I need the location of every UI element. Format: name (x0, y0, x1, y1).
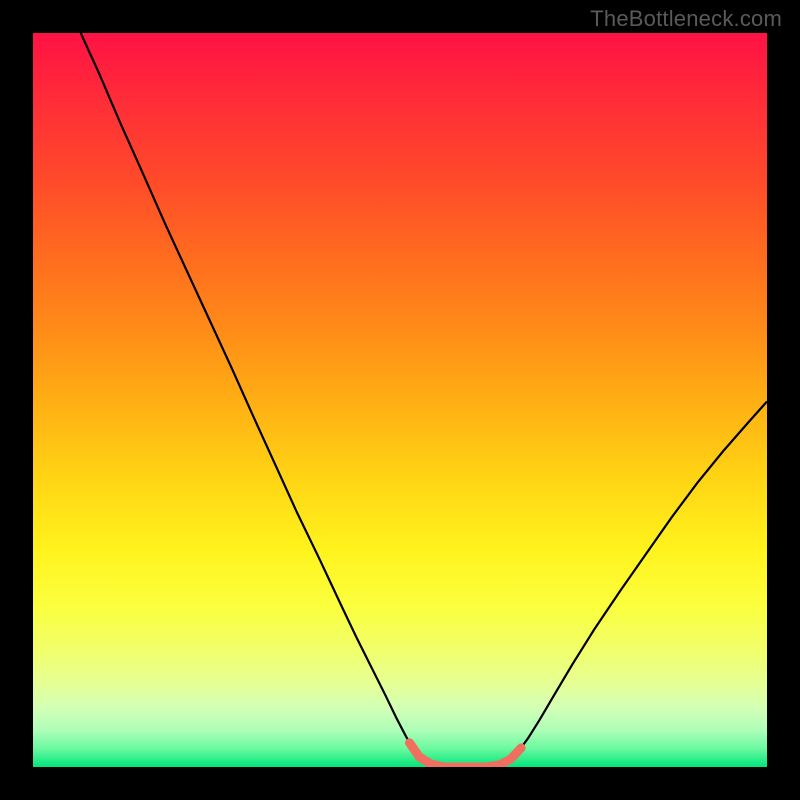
gradient-background (33, 33, 767, 767)
bottleneck-chart (0, 0, 800, 800)
watermark-text: TheBottleneck.com (590, 6, 782, 32)
chart-container: TheBottleneck.com (0, 0, 800, 800)
